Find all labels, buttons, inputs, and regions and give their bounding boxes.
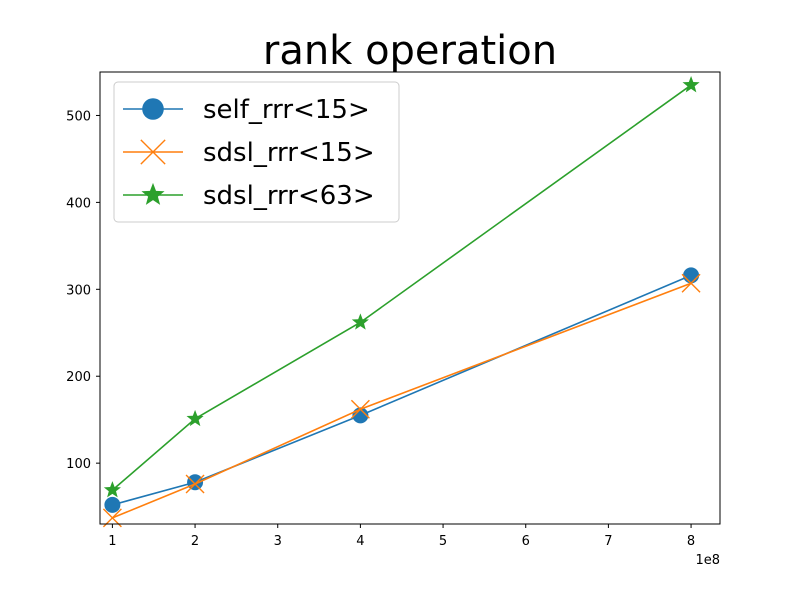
series-2-point-3-stroke-b	[350, 399, 370, 419]
x-tick-label-8: 8	[687, 534, 695, 549]
legend-entry-1: self_rrr<15>	[123, 95, 370, 125]
legend-entry-2-label: sdsl_rrr<15>	[203, 138, 375, 168]
series-2-point-4	[681, 273, 701, 293]
series-3-point-1	[103, 481, 121, 498]
series-1-line	[112, 274, 692, 506]
series-2-point-3	[350, 399, 370, 419]
y-tick-label-4: 400	[66, 196, 91, 211]
legend-entry-1-marker	[142, 98, 164, 120]
legend-entry-3: sdsl_rrr<63>	[123, 181, 375, 211]
legend-entry-3-marker	[141, 182, 165, 205]
legend-entry-3-label: sdsl_rrr<63>	[203, 181, 375, 211]
x-tick-label-3: 3	[274, 534, 282, 549]
series-2-point-4-stroke-b	[681, 273, 701, 293]
legend-entry-1-label: self_rrr<15>	[203, 95, 370, 125]
legend-entry-2: sdsl_rrr<15>	[123, 138, 375, 168]
y-tick-label-3: 300	[66, 283, 91, 298]
x-tick-label-4: 4	[356, 534, 364, 549]
series-3-point-3	[351, 313, 369, 330]
series-1-point-4	[683, 267, 700, 284]
x-tick-label-7: 7	[604, 534, 612, 549]
series-2-line	[112, 282, 692, 519]
x-tick-label-5: 5	[439, 534, 447, 549]
legend-entry-2-marker-stroke-b	[140, 139, 166, 165]
x-tick-label-1: 1	[108, 534, 116, 549]
x-offset-label: 1e8	[695, 553, 720, 568]
series-3	[103, 76, 700, 498]
x-tick-label-6: 6	[522, 534, 530, 549]
plot-area	[102, 76, 701, 528]
y-tick-label-1: 100	[66, 457, 91, 472]
legend-entry-2-marker	[140, 139, 166, 165]
series-2-point-2	[185, 474, 205, 494]
series-1-point-1	[104, 496, 121, 513]
chart-title: rank operation	[263, 28, 557, 74]
series-3-line	[111, 84, 692, 491]
series-3-point-4	[682, 76, 700, 93]
y-tick-label-5: 500	[66, 109, 91, 124]
y-tick-label-2: 200	[66, 370, 91, 385]
legend: self_rrr<15> sdsl_rrr<15> sdsl_rrr<63>	[113, 81, 400, 223]
series-2	[102, 273, 701, 528]
legend-box	[113, 81, 400, 223]
series-1	[104, 267, 700, 513]
axes-frame	[99, 71, 721, 525]
series-3-point-2	[186, 409, 204, 427]
x-tick-label-2: 2	[191, 534, 199, 549]
series-2-point-2-stroke-b	[185, 474, 205, 494]
